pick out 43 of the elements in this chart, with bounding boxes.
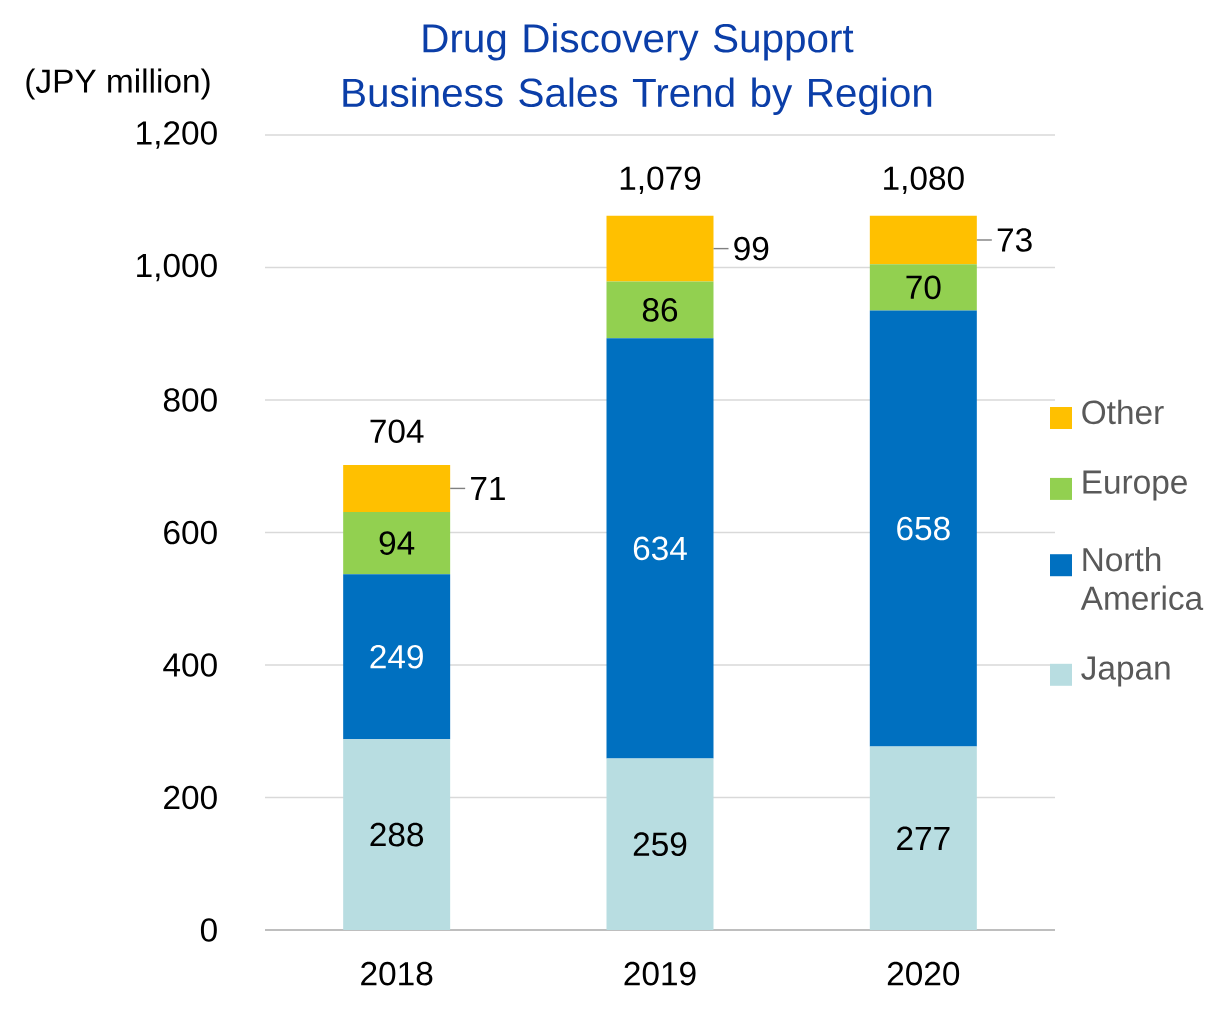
data-label: 73: [997, 228, 1032, 252]
y-tick-label: 800: [163, 388, 217, 412]
bar: [343, 574, 451, 740]
bar: [343, 464, 451, 512]
bar: [343, 511, 451, 575]
bar: [869, 746, 977, 930]
y-tick-label: 600: [164, 520, 217, 545]
legend-label: North America: [1080, 546, 1204, 611]
data-label: 634: [633, 536, 687, 561]
data-label: 277: [897, 826, 950, 850]
total-label: 704: [370, 419, 424, 444]
legend-label: Japan: [1081, 656, 1170, 687]
y-tick-label: 400: [163, 653, 217, 677]
total-label: 1,079: [620, 166, 701, 194]
bar: [869, 264, 977, 311]
y-tick-label: 200: [164, 785, 217, 810]
bar: [869, 215, 977, 265]
x-tick-label: 2020: [887, 961, 960, 986]
bar: [606, 758, 714, 930]
y-tick-label: 1,000: [137, 253, 217, 282]
y-tick-label: 1,200: [137, 121, 217, 149]
x-tick-label: 2018: [361, 961, 433, 986]
y-axis-title: (JPY million): [26, 68, 210, 100]
bar: [606, 338, 714, 759]
data-label: 288: [370, 822, 424, 847]
data-label: 86: [642, 298, 678, 322]
data-label: 658: [897, 516, 950, 541]
data-label: 70: [906, 275, 941, 300]
total-label: 1,080: [884, 166, 964, 194]
data-label: 99: [734, 236, 769, 261]
legend-label: Other: [1082, 399, 1164, 425]
bar: [343, 739, 451, 930]
bar: [606, 215, 714, 282]
bar: [869, 310, 977, 747]
data-label: 259: [633, 832, 687, 857]
data-label: 71: [471, 476, 505, 500]
y-tick-label: 0: [200, 918, 217, 942]
chart-title: Drug Discovery Support Business Sales Trend by Region: [343, 22, 932, 116]
x-tick-label: 2019: [624, 961, 696, 986]
legend-label: Europe: [1083, 470, 1187, 501]
data-label: 94: [379, 531, 415, 555]
data-label: 249: [370, 644, 423, 669]
bar: [606, 281, 714, 339]
